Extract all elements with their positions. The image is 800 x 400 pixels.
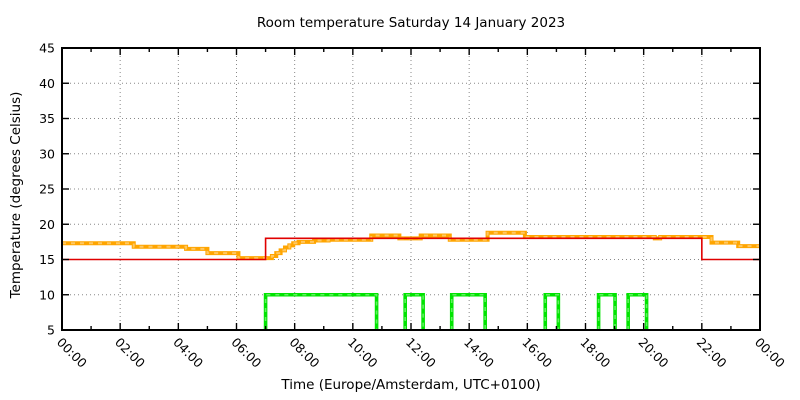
x-tick-label: 00:00: [752, 335, 788, 371]
data-series: [62, 230, 760, 330]
x-tick-label: 12:00: [403, 335, 439, 371]
x-tick-label: 04:00: [170, 335, 206, 371]
series-room-temperature-highlight: [62, 231, 760, 260]
x-axis-label: Time (Europe/Amsterdam, UTC+0100): [280, 377, 540, 393]
series-room-temperature-line: [62, 230, 760, 261]
y-tick-label: 20: [39, 217, 55, 232]
axis-ticks: [61, 47, 761, 331]
x-tick-label: 20:00: [636, 335, 672, 371]
y-axis-label: Temperature (degrees Celsius): [8, 92, 24, 300]
series-thermostat-setpoint-line: [62, 237, 760, 261]
chart-title: Room temperature Saturday 14 January 202…: [257, 15, 565, 31]
x-tick-label: 06:00: [228, 335, 264, 371]
y-tick-label: 45: [39, 41, 55, 56]
x-tick-label: 02:00: [112, 335, 148, 371]
x-tick-label: 18:00: [577, 335, 613, 371]
series-heating-on-highlight: [264, 293, 648, 330]
y-tick-label: 5: [47, 323, 55, 338]
y-tick-label: 15: [39, 252, 55, 267]
y-tick-label: 35: [39, 111, 55, 126]
grid-lines: [62, 48, 760, 330]
x-tick-label: 16:00: [519, 335, 555, 371]
tick-labels: 5 10 15 20 25 30 35 40 45 00:00 02:00 04:00 06:00 08:…: [39, 41, 788, 371]
x-tick-label: 10:00: [345, 335, 381, 371]
x-tick-label: 14:00: [461, 335, 497, 371]
x-tick-label: 08:00: [287, 335, 323, 371]
y-tick-label: 25: [39, 182, 55, 197]
y-tick-label: 10: [39, 287, 55, 302]
series-heating-on-line: [263, 292, 649, 330]
y-tick-label: 30: [39, 146, 55, 161]
x-tick-label: 22:00: [694, 335, 730, 371]
x-tick-label: 00:00: [54, 335, 90, 371]
y-tick-label: 40: [39, 76, 55, 91]
